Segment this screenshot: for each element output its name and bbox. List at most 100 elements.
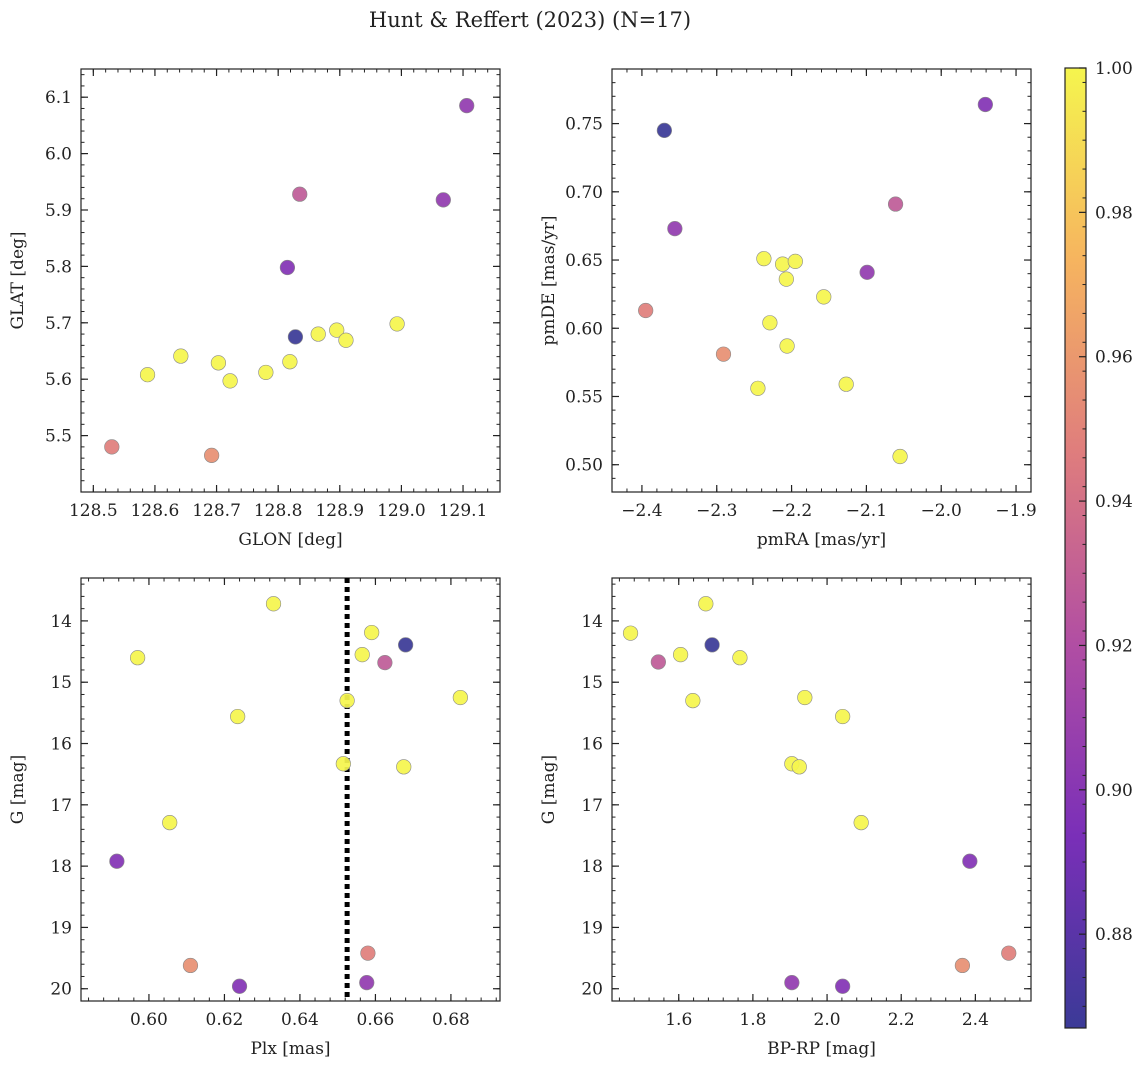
data-point	[704, 637, 720, 653]
colorbar-tick-label: 0.92	[1095, 636, 1133, 656]
data-point	[756, 251, 772, 267]
x-tick-label: 129.1	[439, 501, 488, 521]
data-point	[762, 315, 778, 331]
data-point	[774, 256, 791, 272]
x-tick-label: 2.4	[962, 1010, 989, 1030]
y-tick-label: 0.75	[565, 115, 603, 135]
data-point	[459, 98, 475, 114]
y-tick-label: 5.8	[45, 257, 72, 277]
axes-frame	[80, 577, 501, 1002]
data-point	[338, 332, 354, 348]
data-point	[954, 957, 971, 974]
data-point	[354, 647, 370, 663]
panel-bprp-g: 1.6 1.8 2.0 2.2 2.4 14 15 16 17 18 19 20 BP-RP [mag]…	[539, 577, 1032, 1059]
y-axis-label: pmDE [mas/yr]	[539, 215, 559, 345]
x-tick-label: 128.5	[69, 501, 118, 521]
x-tick-label: 2.2	[888, 1010, 915, 1030]
y-tick-label: 20	[581, 980, 603, 1000]
data-point	[816, 289, 832, 305]
data-point	[339, 693, 355, 709]
data-point	[364, 624, 380, 641]
panel-glon-glat: 128.5 128.6 128.7 128.8 128.9 129.0 129.1 5.5 5.…	[8, 68, 501, 550]
axes-frame	[611, 577, 1032, 1002]
data-point	[287, 329, 304, 345]
colorbar-tick-label: 0.94	[1095, 492, 1133, 512]
y-axis-label: G [mag]	[8, 755, 28, 824]
x-tick-label: 128.9	[315, 501, 364, 521]
data-point	[310, 326, 326, 342]
data-point	[732, 650, 748, 666]
x-tick-label: 0.60	[130, 1010, 168, 1030]
data-point	[656, 122, 672, 139]
data-point	[258, 364, 274, 381]
data-point	[791, 759, 807, 775]
data-point	[859, 264, 875, 280]
data-point	[779, 338, 795, 354]
data-point	[377, 654, 393, 671]
data-point	[715, 346, 732, 362]
data-point	[1001, 945, 1017, 961]
data-point	[835, 708, 851, 725]
x-tick-label: −2.2	[771, 501, 812, 521]
y-tick-label: 14	[581, 612, 603, 632]
data-point	[222, 373, 238, 389]
y-tick-label: 19	[50, 918, 72, 938]
x-axis-label: Plx [mas]	[250, 1039, 330, 1059]
x-tick-label: 0.62	[206, 1010, 244, 1030]
y-tick-label: 0.50	[565, 456, 603, 476]
data-point	[622, 625, 639, 641]
data-point	[685, 693, 701, 709]
colorbar-tick-label: 0.90	[1095, 781, 1133, 801]
colorbar-tick-label: 0.88	[1095, 925, 1133, 945]
y-axis-label: G [mag]	[539, 755, 559, 824]
y-tick-label: 18	[50, 857, 72, 877]
data-point	[204, 447, 220, 463]
x-tick-label: 2.0	[814, 1010, 841, 1030]
data-point	[139, 367, 156, 383]
data-point	[335, 756, 351, 772]
data-point	[853, 815, 869, 831]
y-tick-label: 16	[581, 735, 603, 755]
data-point	[787, 253, 803, 269]
data-point	[750, 380, 766, 396]
data-point	[389, 316, 405, 332]
data-point	[398, 637, 414, 653]
x-tick-label: 0.66	[357, 1010, 395, 1030]
data-point	[435, 192, 451, 208]
x-tick-label: 1.8	[739, 1010, 766, 1030]
data-point	[887, 196, 904, 212]
panel-pmra-pmde: −2.4 −2.3 −2.2 −2.1 −2.0 −1.9 0.50 0.55 0.60 0.65…	[539, 68, 1037, 550]
y-tick-label: 0.70	[565, 183, 603, 203]
data-point	[173, 348, 189, 364]
x-axis-label: pmRA [mas/yr]	[757, 530, 886, 550]
y-tick-label: 6.1	[45, 88, 72, 108]
y-tick-label: 18	[581, 857, 603, 877]
y-tick-label: 19	[581, 918, 603, 938]
y-tick-label: 5.6	[45, 370, 72, 390]
data-point	[838, 376, 854, 392]
x-tick-label: 128.8	[254, 501, 303, 521]
data-point	[797, 689, 813, 706]
colorbar-tick-label: 1.00	[1095, 59, 1133, 79]
y-tick-label: 15	[581, 673, 603, 693]
colorbar: 0.88 0.90 0.92 0.94 0.96 0.98 1.00	[1064, 59, 1133, 1029]
y-tick-label: 5.9	[45, 201, 72, 221]
data-point	[265, 596, 282, 612]
data-point	[182, 957, 199, 974]
data-point	[977, 96, 993, 113]
y-tick-label: 17	[50, 796, 72, 816]
x-tick-label: −2.4	[621, 501, 662, 521]
x-tick-label: −2.0	[921, 501, 962, 521]
panel-plx-g: 0.60 0.62 0.64 0.66 0.68 14 15 16 17 18 19 20 Plx [m…	[8, 577, 501, 1059]
y-tick-label: 0.55	[565, 387, 603, 407]
y-axis-label: GLAT [deg]	[8, 231, 28, 329]
x-axis-label: BP-RP [mag]	[767, 1039, 876, 1059]
data-point	[359, 975, 375, 991]
colorbar-gradient	[1064, 67, 1087, 1029]
data-point	[892, 448, 908, 465]
y-tick-label: 16	[50, 735, 72, 755]
x-tick-label: 128.7	[192, 501, 241, 521]
x-tick-label: 128.6	[131, 501, 180, 521]
colorbar-tick-label: 0.96	[1095, 348, 1133, 368]
x-tick-label: −2.1	[846, 501, 887, 521]
